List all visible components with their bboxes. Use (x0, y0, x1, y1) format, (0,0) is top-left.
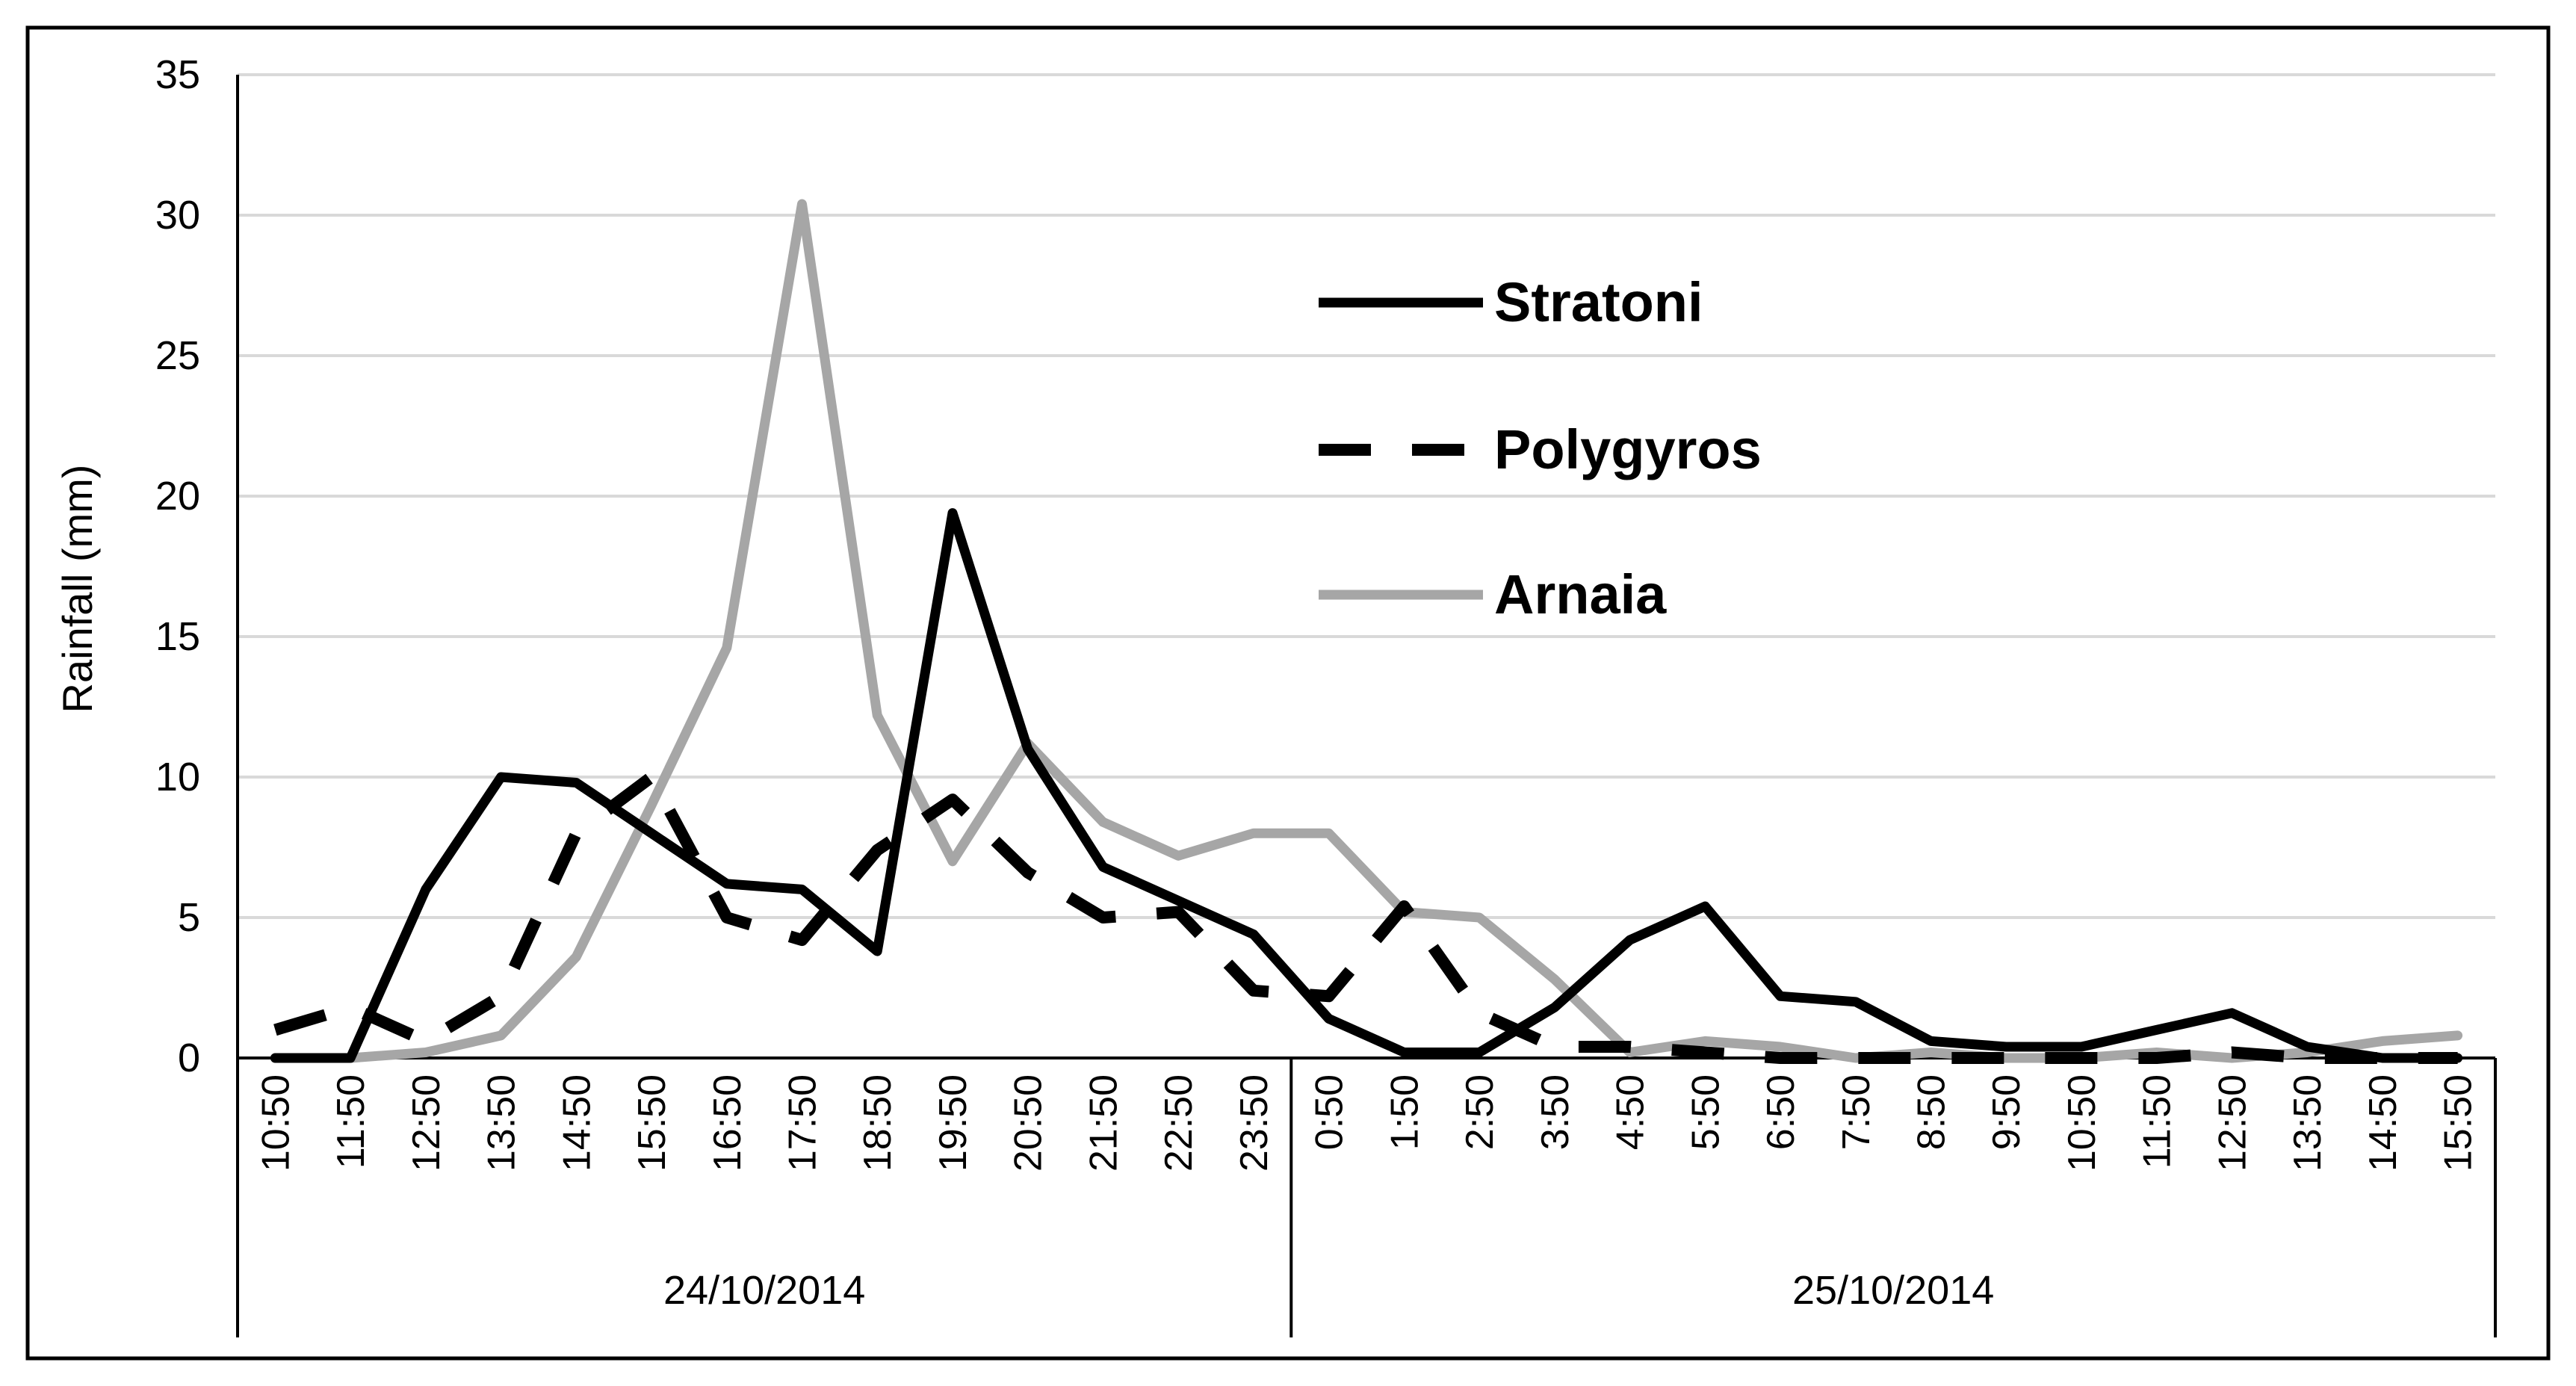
x-tick-label: 22:50 (1157, 1074, 1201, 1172)
x-tick-label: 5:50 (1684, 1074, 1727, 1150)
x-tick-label: 7:50 (1835, 1074, 1878, 1150)
y-tick-label: 35 (155, 52, 200, 97)
gridlines (238, 73, 2495, 919)
x-tick-label: 1:50 (1383, 1074, 1426, 1150)
y-tick-label: 0 (178, 1036, 200, 1080)
legend: Stratoni Polygyros Arnaia (1319, 271, 1762, 625)
y-tick-label: 10 (155, 755, 200, 799)
series-line-stratoni (270, 508, 2463, 1063)
x-tick-label: 13:50 (480, 1074, 524, 1172)
series-lines (270, 199, 2463, 1064)
y-tick-label: 5 (178, 895, 200, 940)
y-tick-label: 25 (155, 333, 200, 378)
x-tick-label: 14:50 (555, 1074, 598, 1172)
y-tick-label: 30 (155, 193, 200, 238)
x-tick-label: 23:50 (1233, 1074, 1276, 1172)
x-tick-label: 21:50 (1082, 1074, 1125, 1172)
date-group-label: 24/10/2014 (663, 1268, 865, 1313)
x-tick-label: 13:50 (2286, 1074, 2329, 1172)
x-tick-label: 12:50 (2211, 1074, 2254, 1172)
x-tick-label: 14:50 (2362, 1074, 2405, 1172)
y-tick-label: 20 (155, 474, 200, 519)
series-line-polygyros (273, 771, 2458, 1064)
x-tick-label: 3:50 (1534, 1074, 1577, 1150)
x-tick-label: 17:50 (781, 1074, 825, 1172)
x-tick-label: 0:50 (1308, 1074, 1352, 1150)
x-tick-label: 8:50 (1910, 1074, 1954, 1150)
x-tick-label: 11:50 (2136, 1074, 2179, 1169)
x-tick-label: 18:50 (856, 1074, 900, 1172)
legend-label-stratoni: Stratoni (1494, 271, 1703, 333)
x-tick-label: 10:50 (2061, 1074, 2104, 1172)
y-tick-label: 15 (155, 614, 200, 659)
x-tick-label: 19:50 (932, 1074, 975, 1172)
x-tick-label: 12:50 (405, 1074, 448, 1172)
legend-label-polygyros: Polygyros (1494, 418, 1762, 480)
legend-label-arnaia: Arnaia (1494, 563, 1667, 625)
axis-labels: 0 5 10 15 20 25 30 35 10:50 11:50 12:50 13:50 14:50 1… (54, 52, 2480, 1313)
x-tick-label: 9:50 (1985, 1074, 2028, 1150)
x-tick-label: 2:50 (1458, 1074, 1502, 1150)
x-tick-label: 15:50 (631, 1074, 674, 1172)
x-tick-label: 15:50 (2437, 1074, 2480, 1172)
x-tick-label: 6:50 (1759, 1074, 1803, 1150)
x-tick-label: 4:50 (1609, 1074, 1653, 1150)
y-axis-title: Rainfall (mm) (54, 465, 101, 714)
x-tick-label: 11:50 (329, 1074, 373, 1169)
chart-frame (25, 25, 2551, 1361)
date-group-label: 25/10/2014 (1792, 1268, 1994, 1313)
x-tick-label: 16:50 (706, 1074, 749, 1172)
x-tick-label: 20:50 (1007, 1074, 1050, 1172)
x-tick-label: 10:50 (254, 1074, 297, 1172)
